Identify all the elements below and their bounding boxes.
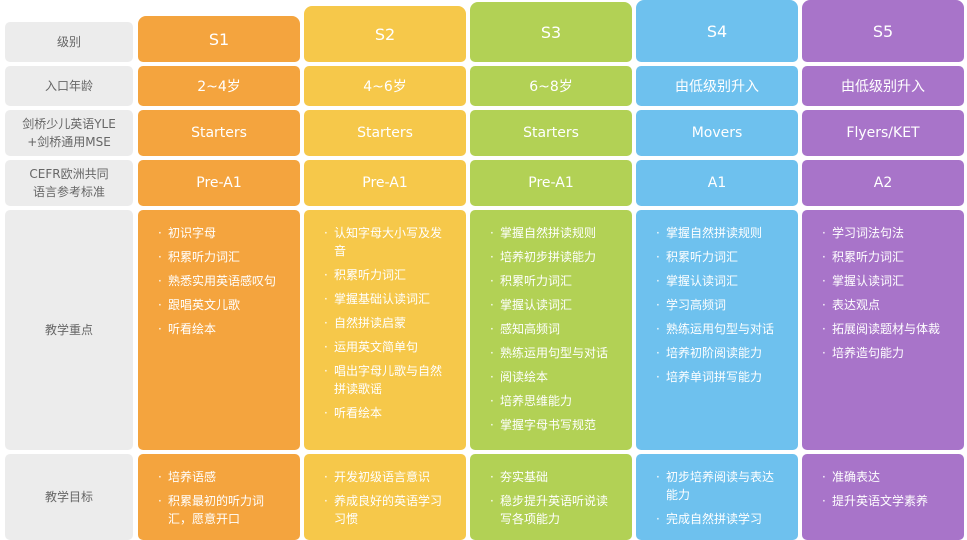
cell-exam: Flyers/KET (802, 110, 964, 156)
cell-cefr: Pre-A1 (470, 160, 632, 206)
focus-list: 学习词法句法积累听力词汇掌握认读词汇表达观点拓展阅读题材与体裁培养造句能力 (822, 224, 940, 368)
row-label: 教学重点 (5, 210, 133, 450)
focus-item: 积累听力词汇 (656, 248, 774, 266)
focus-item: 初识字母 (158, 224, 276, 242)
cell-exam: Movers (636, 110, 798, 156)
focus-item: 认知字母大小写及发音 (324, 224, 450, 260)
level-header: S2 (304, 6, 466, 62)
focus-item: 掌握认读词汇 (656, 272, 774, 290)
goals-item: 积累最初的听力词汇，愿意开口 (158, 492, 284, 528)
goals-item: 提升英语文学素养 (822, 492, 928, 510)
focus-item: 积累听力词汇 (324, 266, 450, 284)
focus-item: 唱出字母儿歌与自然拼读歌谣 (324, 362, 450, 398)
goals-item: 完成自然拼读学习 (656, 510, 782, 528)
level-header: S4 (636, 0, 798, 62)
cell-focus: 掌握自然拼读规则培养初步拼读能力积累听力词汇掌握认读词汇感知高频词熟练运用句型与… (470, 210, 632, 450)
cell-age: 2~4岁 (138, 66, 300, 106)
focus-item: 运用英文简单句 (324, 338, 450, 356)
level-header: S1 (138, 16, 300, 62)
cell-goals: 准确表达提升英语文学素养 (802, 454, 964, 540)
focus-item: 掌握字母书写规范 (490, 416, 608, 434)
row-label: CEFR欧洲共同 语言参考标准 (5, 160, 133, 206)
cell-goals: 培养语感积累最初的听力词汇，愿意开口 (138, 454, 300, 540)
focus-list: 掌握自然拼读规则培养初步拼读能力积累听力词汇掌握认读词汇感知高频词熟练运用句型与… (490, 224, 608, 440)
cell-goals: 开发初级语言意识养成良好的英语学习习惯 (304, 454, 466, 540)
focus-item: 培养思维能力 (490, 392, 608, 410)
cell-focus: 认知字母大小写及发音积累听力词汇掌握基础认读词汇自然拼读启蒙运用英文简单句唱出字… (304, 210, 466, 450)
focus-list: 认知字母大小写及发音积累听力词汇掌握基础认读词汇自然拼读启蒙运用英文简单句唱出字… (324, 224, 450, 428)
cell-age: 4~6岁 (304, 66, 466, 106)
cell-age: 由低级别升入 (636, 66, 798, 106)
focus-item: 学习高频词 (656, 296, 774, 314)
level-header: S3 (470, 2, 632, 62)
focus-item: 掌握认读词汇 (490, 296, 608, 314)
cell-cefr: Pre-A1 (304, 160, 466, 206)
goals-list: 初步培养阅读与表达能力完成自然拼读学习 (656, 468, 782, 534)
cell-focus: 学习词法句法积累听力词汇掌握认读词汇表达观点拓展阅读题材与体裁培养造句能力 (802, 210, 964, 450)
row-label: 教学目标 (5, 454, 133, 540)
goals-list: 开发初级语言意识养成良好的英语学习习惯 (324, 468, 450, 534)
focus-item: 掌握基础认读词汇 (324, 290, 450, 308)
goals-item: 初步培养阅读与表达能力 (656, 468, 782, 504)
focus-list: 初识字母积累听力词汇熟悉实用英语感叹句跟唱英文儿歌听看绘本 (158, 224, 276, 344)
focus-item: 培养单词拼写能力 (656, 368, 774, 386)
row-label: 剑桥少儿英语YLE +剑桥通用MSE (5, 110, 133, 156)
focus-item: 掌握自然拼读规则 (656, 224, 774, 242)
goals-item: 稳步提升英语听说读写各项能力 (490, 492, 616, 528)
focus-item: 积累听力词汇 (822, 248, 940, 266)
level-header: S5 (802, 0, 964, 62)
cell-exam: Starters (470, 110, 632, 156)
focus-list: 掌握自然拼读规则积累听力词汇掌握认读词汇学习高频词熟练运用句型与对话培养初阶阅读… (656, 224, 774, 392)
focus-item: 拓展阅读题材与体裁 (822, 320, 940, 338)
goals-list: 夯实基础稳步提升英语听说读写各项能力 (490, 468, 616, 534)
cell-goals: 初步培养阅读与表达能力完成自然拼读学习 (636, 454, 798, 540)
goals-item: 培养语感 (158, 468, 284, 486)
focus-item: 熟悉实用英语感叹句 (158, 272, 276, 290)
cell-exam: Starters (138, 110, 300, 156)
cell-cefr: A2 (802, 160, 964, 206)
focus-item: 掌握自然拼读规则 (490, 224, 608, 242)
focus-item: 培养初阶阅读能力 (656, 344, 774, 362)
goals-item: 开发初级语言意识 (324, 468, 450, 486)
focus-item: 熟练运用句型与对话 (490, 344, 608, 362)
goals-item: 养成良好的英语学习习惯 (324, 492, 450, 528)
goals-item: 准确表达 (822, 468, 928, 486)
cell-focus: 掌握自然拼读规则积累听力词汇掌握认读词汇学习高频词熟练运用句型与对话培养初阶阅读… (636, 210, 798, 450)
focus-item: 学习词法句法 (822, 224, 940, 242)
focus-item: 跟唱英文儿歌 (158, 296, 276, 314)
goals-item: 夯实基础 (490, 468, 616, 486)
cell-age: 由低级别升入 (802, 66, 964, 106)
row-label: 入口年龄 (5, 66, 133, 106)
cell-cefr: Pre-A1 (138, 160, 300, 206)
focus-item: 听看绘本 (324, 404, 450, 422)
focus-item: 熟练运用句型与对话 (656, 320, 774, 338)
focus-item: 培养造句能力 (822, 344, 940, 362)
goals-list: 培养语感积累最初的听力词汇，愿意开口 (158, 468, 284, 534)
cell-goals: 夯实基础稳步提升英语听说读写各项能力 (470, 454, 632, 540)
focus-item: 自然拼读启蒙 (324, 314, 450, 332)
cell-age: 6~8岁 (470, 66, 632, 106)
focus-item: 表达观点 (822, 296, 940, 314)
focus-item: 阅读绘本 (490, 368, 608, 386)
row-label: 级别 (5, 22, 133, 62)
focus-item: 感知高频词 (490, 320, 608, 338)
focus-item: 培养初步拼读能力 (490, 248, 608, 266)
focus-item: 积累听力词汇 (158, 248, 276, 266)
focus-item: 掌握认读词汇 (822, 272, 940, 290)
cell-focus: 初识字母积累听力词汇熟悉实用英语感叹句跟唱英文儿歌听看绘本 (138, 210, 300, 450)
focus-item: 听看绘本 (158, 320, 276, 338)
cell-cefr: A1 (636, 160, 798, 206)
goals-list: 准确表达提升英语文学素养 (822, 468, 928, 516)
cell-exam: Starters (304, 110, 466, 156)
focus-item: 积累听力词汇 (490, 272, 608, 290)
